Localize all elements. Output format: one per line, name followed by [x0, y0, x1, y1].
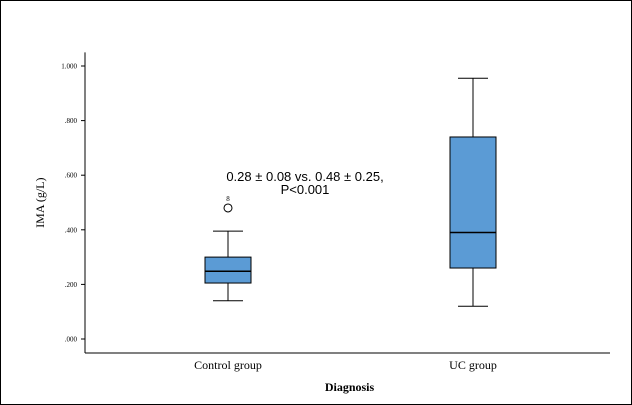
annotation-line-2: P<0.001 — [281, 182, 330, 197]
outlier-point — [223, 203, 233, 213]
y-axis-title: IMA (g/L) — [33, 178, 47, 228]
axes — [84, 52, 610, 354]
x-tick-label: Control group — [194, 358, 262, 372]
outlier-label: 8 — [226, 195, 230, 203]
y-ticks: .000 .200 .400 .600 .800 1.000 — [61, 63, 85, 344]
y-tick-label: .200 — [65, 281, 78, 289]
y-tick-label: .000 — [65, 336, 78, 344]
box-2 — [449, 77, 497, 307]
box-1: 8 — [204, 195, 252, 302]
y-tick-label: 1.000 — [61, 63, 77, 71]
box-iqr — [449, 136, 497, 269]
box-iqr — [204, 256, 252, 284]
y-tick-label: .800 — [65, 117, 78, 125]
y-tick-label: .400 — [65, 226, 78, 234]
x-tick-labels: Control group UC group — [194, 358, 497, 372]
boxes: 8 — [204, 77, 497, 307]
annotation-line-1: 0.28 ± 0.08 vs. 0.48 ± 0.25, — [226, 169, 383, 184]
x-axis-title: Diagnosis — [325, 380, 375, 394]
x-tick-label: UC group — [449, 358, 497, 372]
y-tick-label: .600 — [65, 172, 78, 180]
